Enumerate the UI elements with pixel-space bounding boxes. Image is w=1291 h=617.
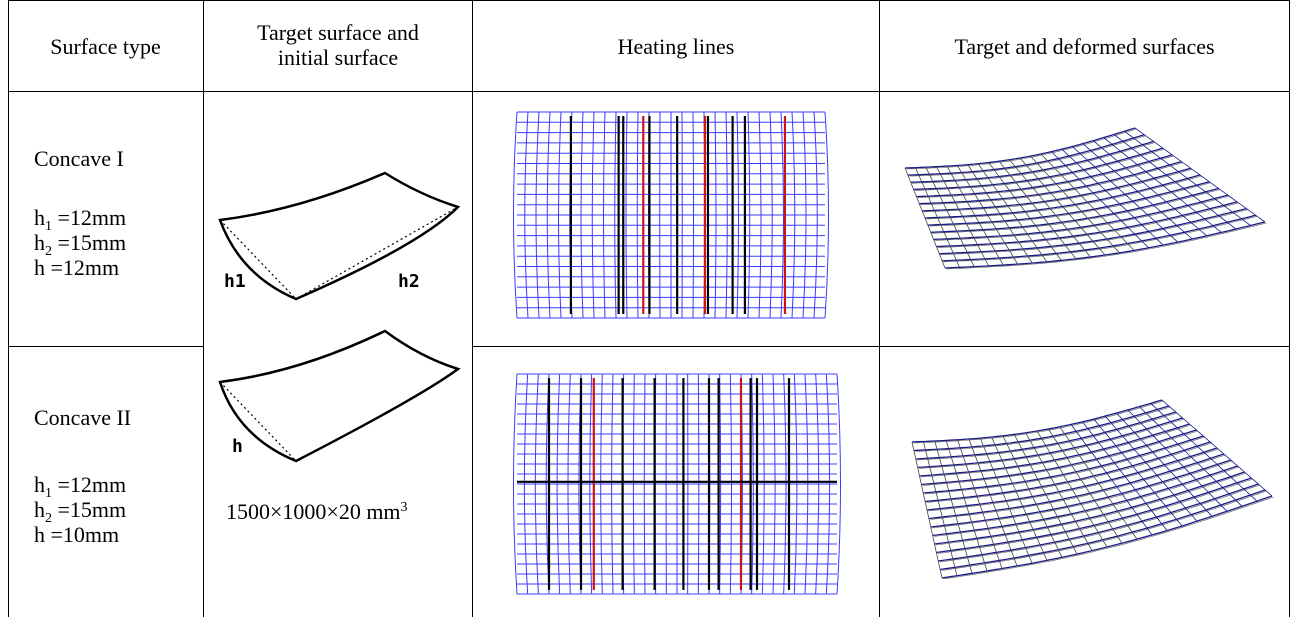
results-table: Surface type Target surface and initial … bbox=[8, 0, 1290, 617]
col-rule-3 bbox=[879, 0, 880, 617]
header-target-deformed: Target and deformed surfaces bbox=[954, 34, 1215, 59]
header-rule bbox=[8, 91, 1290, 92]
header-target-initial: Target surface and initial surface bbox=[204, 20, 472, 70]
sketch-label-h2: h2 bbox=[398, 271, 420, 292]
deformed-surface-mesh-2 bbox=[911, 399, 1274, 580]
mesh-lines bbox=[904, 127, 1267, 270]
mesh-lines bbox=[911, 399, 1274, 580]
table-top-rule bbox=[8, 0, 1290, 1]
row2-surface-name: Concave II bbox=[34, 405, 132, 430]
col-rule-1 bbox=[203, 0, 204, 617]
row1-surface-name: Concave I bbox=[34, 146, 124, 171]
row1-params: h1 =12mm h2 =15mm h =12mm bbox=[34, 205, 126, 280]
row-divider-left bbox=[8, 346, 203, 347]
sketch-label-h1: h1 bbox=[224, 271, 246, 292]
row-divider-right bbox=[472, 346, 1290, 347]
heating-lines bbox=[569, 116, 787, 314]
row2-param-h1: h1 =12mm bbox=[34, 472, 127, 501]
col-rule-4 bbox=[1289, 0, 1290, 617]
col-rule-2 bbox=[472, 0, 473, 617]
concave-1-sketch: h1 h2 bbox=[218, 171, 461, 301]
header-target-initial-line2: initial surface bbox=[277, 45, 399, 70]
concave-2-sketch: h bbox=[218, 329, 461, 463]
plate-size-label: 1500×1000×20 mm3 bbox=[226, 499, 408, 524]
row1-param-h2: h2 =15mm bbox=[34, 230, 127, 259]
row2-param-h2: h2 =15mm bbox=[34, 497, 127, 526]
heating-lines-grid-2 bbox=[513, 373, 841, 595]
heating-lines bbox=[517, 378, 837, 590]
heating-lines-grid-1 bbox=[513, 111, 829, 319]
header-surface-type: Surface type bbox=[50, 34, 161, 59]
col-rule-0 bbox=[8, 0, 9, 617]
sketch-label-h: h bbox=[232, 436, 243, 457]
row2-param-h: h =10mm bbox=[34, 522, 120, 547]
header-target-initial-line1: Target surface and bbox=[257, 20, 419, 45]
row1-param-h: h =12mm bbox=[34, 255, 120, 280]
row2-params: h1 =12mm h2 =15mm h =10mm bbox=[34, 472, 126, 547]
row1-param-h1: h1 =12mm bbox=[34, 205, 127, 234]
grid-lines bbox=[513, 373, 841, 595]
deformed-surface-mesh-1 bbox=[904, 127, 1267, 270]
header-heating-lines: Heating lines bbox=[617, 34, 735, 59]
grid-lines bbox=[513, 111, 829, 319]
